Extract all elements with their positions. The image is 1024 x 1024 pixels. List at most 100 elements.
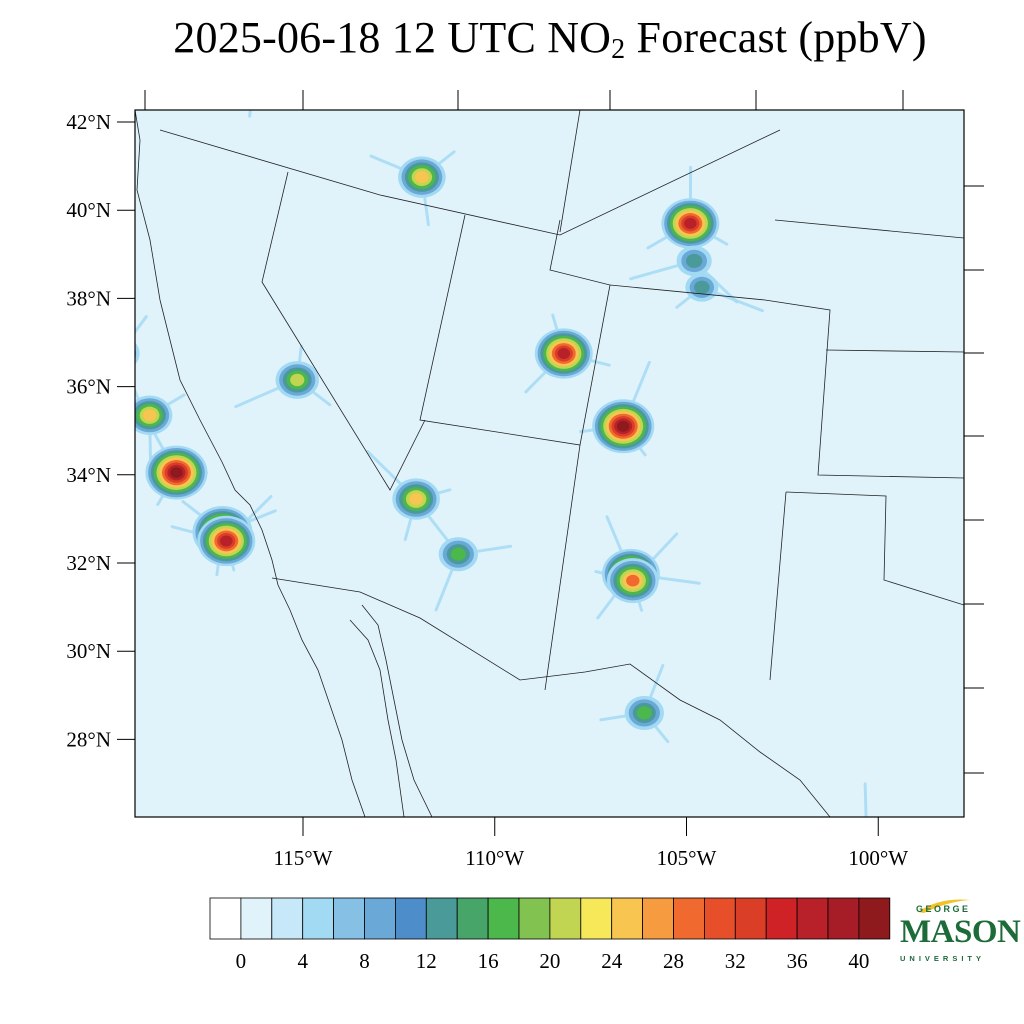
chart-title: 2025-06-18 12 UTC NO2 Forecast (ppbV) <box>173 13 927 65</box>
hotspot <box>606 558 659 604</box>
contour-level <box>617 420 630 432</box>
contour-level <box>649 5 685 37</box>
contour-level <box>13 300 34 318</box>
coastline <box>135 110 366 817</box>
state-line-3 <box>419 214 611 446</box>
state-line-1 <box>159 129 781 236</box>
gulf-coast-baja <box>361 604 433 817</box>
contour-level <box>170 467 183 478</box>
contour-level <box>237 34 276 68</box>
hotspot <box>438 537 478 572</box>
lat-label: 30°N <box>66 639 111 663</box>
plume-line <box>649 21 667 54</box>
contour-level <box>241 38 272 65</box>
hotspot <box>237 34 276 68</box>
contour-level <box>245 41 268 61</box>
contour-level <box>450 547 466 561</box>
gmu-logo: GEORGE MASON UNIVERSITY <box>898 898 1021 968</box>
contour-level <box>684 217 697 229</box>
plume-line <box>257 28 310 51</box>
contour-level <box>135 342 140 365</box>
contour-level <box>9 297 37 321</box>
lon-label: 115°W <box>274 846 333 870</box>
lat-label: 42°N <box>66 110 111 134</box>
contour-level <box>415 171 429 184</box>
lon-label: 110°W <box>465 846 524 870</box>
plume-line <box>80 349 119 353</box>
axis-ticks <box>117 90 984 836</box>
state-line-2 <box>261 171 426 491</box>
plume-line <box>135 315 148 335</box>
latitude-labels: 42°N 40°N 38°N 36°N 34°N 32°N 30°N 28°N <box>66 110 111 751</box>
contour-level <box>112 348 126 360</box>
longitude-labels: 115°W 110°W 105°W 100°W <box>274 846 909 870</box>
hotspot <box>275 361 319 399</box>
contour-level <box>16 303 30 315</box>
hotspot <box>624 695 664 731</box>
contour-level <box>658 12 677 28</box>
hotspot <box>661 198 720 249</box>
hotspot <box>197 515 256 567</box>
contour-level <box>409 493 423 506</box>
contour-level <box>6 294 41 324</box>
contour-level <box>661 15 674 26</box>
us-mexico-border <box>271 577 831 817</box>
logo-swoosh-icon <box>918 899 970 913</box>
plume-line <box>863 782 868 817</box>
lat-label: 36°N <box>66 375 111 399</box>
hotspot <box>640 0 694 44</box>
borders <box>135 110 964 817</box>
hotspot <box>398 156 446 198</box>
hotspot <box>145 445 208 500</box>
state-line-4 <box>609 284 964 479</box>
state-line-7 <box>769 349 964 681</box>
hotspot <box>392 478 440 520</box>
lon-label: 105°W <box>657 846 717 870</box>
contour-level <box>290 373 305 387</box>
lon-label: 100°W <box>848 846 908 870</box>
hotspot <box>685 272 719 302</box>
contour-level <box>626 574 640 587</box>
contour-level <box>557 348 571 359</box>
hotspot <box>135 395 173 436</box>
contour-level <box>109 345 130 363</box>
map-frame <box>134 109 965 818</box>
contour-level <box>105 342 133 366</box>
plume-line <box>23 250 57 309</box>
plume-line <box>644 0 667 21</box>
mexico-pacific-coast <box>349 619 405 817</box>
hotspot <box>105 342 140 366</box>
contour-level <box>646 2 688 39</box>
contour-level <box>2 291 43 327</box>
contour-level <box>694 280 710 295</box>
no2-field <box>2 0 964 817</box>
contour-level <box>135 348 137 359</box>
contour-level <box>636 706 652 720</box>
contour-level <box>640 0 694 44</box>
hotspot <box>592 399 655 454</box>
lat-label: 32°N <box>66 551 111 575</box>
contour-level <box>643 0 691 41</box>
plume-line <box>23 309 51 355</box>
map-background <box>135 110 964 817</box>
state-line-5 <box>544 444 964 691</box>
lat-label: 40°N <box>66 198 111 222</box>
state-line-6 <box>559 110 964 239</box>
plume-line <box>667 20 719 21</box>
plume-line <box>216 22 257 52</box>
hotspot <box>676 245 712 277</box>
contour-level <box>249 45 264 58</box>
plume-line <box>248 110 252 118</box>
contour-level <box>142 409 157 422</box>
lat-label: 34°N <box>66 463 111 487</box>
lat-label: 28°N <box>66 727 111 751</box>
contour-level <box>652 7 682 33</box>
contour-level <box>686 253 703 269</box>
contour-level <box>655 10 679 31</box>
hotspot <box>534 328 593 379</box>
lat-label: 38°N <box>66 286 111 310</box>
hotspot <box>2 291 43 327</box>
contour-level <box>220 535 233 547</box>
plume-line <box>135 387 142 404</box>
